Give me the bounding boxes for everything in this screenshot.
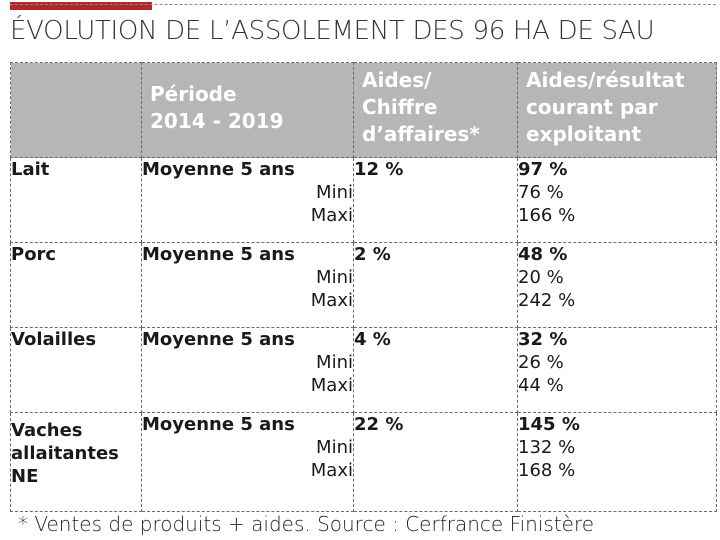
header-product: [10, 62, 142, 158]
product-line3: NE: [11, 466, 39, 487]
table-row-volailles: Volailles Moyenne 5 ans Mini Maxi 4 % 32…: [10, 327, 717, 413]
res-max: 242 %: [518, 290, 576, 311]
resultat-cell: 48 % 20 % 242 %: [517, 242, 717, 328]
max-label: Maxi: [310, 290, 353, 311]
resultat-cell: 97 % 76 % 166 %: [517, 157, 717, 243]
footnote: * Ventes de produits + aides. Source : C…: [18, 512, 595, 536]
res-max: 166 %: [518, 205, 576, 226]
res-min: 26 %: [518, 352, 564, 373]
header-periode-line2: 2014 - 2019: [150, 109, 284, 133]
header-aides-resultat: Aides/résultat courant par exploitant: [517, 62, 717, 158]
periode-cell: Moyenne 5 ans Mini Maxi: [141, 242, 354, 328]
max-label: Maxi: [310, 375, 353, 396]
aides-ca-cell: 2 %: [353, 242, 518, 328]
min-label: Mini: [316, 437, 353, 458]
header-aides-line1: Aides/: [362, 68, 432, 92]
product-cell: Porc: [10, 242, 142, 328]
res-min: 132 %: [518, 437, 576, 458]
product-cell: Vaches allaitantes NE: [10, 412, 142, 512]
min-label: Mini: [316, 352, 353, 373]
header-aides-ca: Aides/ Chiffre d’affaires*: [353, 62, 518, 158]
header-periode: Période 2014 - 2019: [141, 62, 354, 158]
data-table: Période 2014 - 2019 Aides/ Chiffre d’aff…: [10, 62, 717, 512]
aides-ca-cell: 4 %: [353, 327, 518, 413]
aides-ca-cell: 22 %: [353, 412, 518, 512]
mean-label: Moyenne 5 ans: [142, 159, 295, 180]
res-max: 168 %: [518, 460, 576, 481]
table-row-vaches-allaitantes: Vaches allaitantes NE Moyenne 5 ans Mini…: [10, 412, 717, 512]
res-mean: 145 %: [518, 414, 580, 435]
max-label: Maxi: [310, 460, 353, 481]
res-mean: 32 %: [518, 329, 568, 350]
header-aides-line2: Chiffre: [362, 95, 438, 119]
min-label: Mini: [316, 182, 353, 203]
res-max: 44 %: [518, 375, 564, 396]
product-cell: Volailles: [10, 327, 142, 413]
periode-cell: Moyenne 5 ans Mini Maxi: [141, 412, 354, 512]
header-res-line2: courant par: [526, 95, 658, 119]
res-min: 76 %: [518, 182, 564, 203]
periode-cell: Moyenne 5 ans Mini Maxi: [141, 327, 354, 413]
mean-label: Moyenne 5 ans: [142, 414, 295, 435]
res-mean: 48 %: [518, 244, 568, 265]
top-divider: [10, 4, 716, 5]
header-res-line3: exploitant: [526, 122, 642, 146]
max-label: Maxi: [310, 205, 353, 226]
page-title: ÉVOLUTION DE L’ASSOLEMENT DES 96 HA DE S…: [10, 16, 655, 46]
product-line2: allaitantes: [11, 443, 119, 464]
resultat-cell: 32 % 26 % 44 %: [517, 327, 717, 413]
accent-bar: [10, 2, 152, 10]
product-line1: Vaches: [11, 420, 83, 441]
table-row-lait: Lait Moyenne 5 ans Mini Maxi 12 % 97 % 7…: [10, 157, 717, 243]
table-row-porc: Porc Moyenne 5 ans Mini Maxi 2 % 48 % 20…: [10, 242, 717, 328]
res-min: 20 %: [518, 267, 564, 288]
aides-ca-cell: 12 %: [353, 157, 518, 243]
header-periode-line1: Période: [150, 82, 237, 106]
res-mean: 97 %: [518, 159, 568, 180]
periode-cell: Moyenne 5 ans Mini Maxi: [141, 157, 354, 243]
resultat-cell: 145 % 132 % 168 %: [517, 412, 717, 512]
header-aides-line3: d’affaires*: [362, 122, 480, 146]
table-header-row: Période 2014 - 2019 Aides/ Chiffre d’aff…: [10, 62, 717, 158]
mean-label: Moyenne 5 ans: [142, 329, 295, 350]
header-res-line1: Aides/résultat: [526, 68, 685, 92]
min-label: Mini: [316, 267, 353, 288]
mean-label: Moyenne 5 ans: [142, 244, 295, 265]
product-cell: Lait: [10, 157, 142, 243]
